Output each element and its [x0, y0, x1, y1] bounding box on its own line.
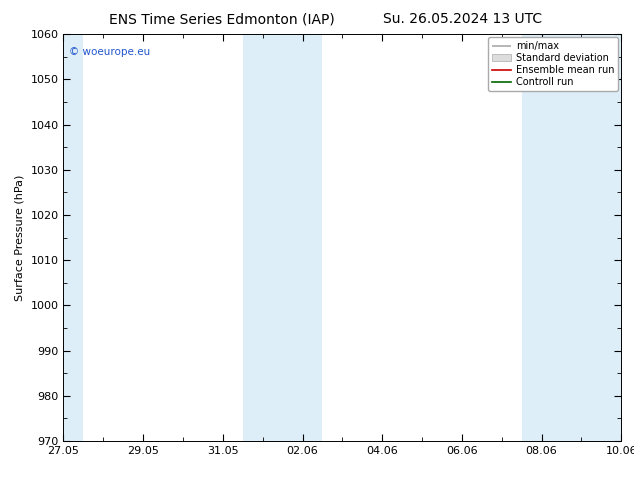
Text: © woeurope.eu: © woeurope.eu — [69, 47, 150, 56]
Bar — [44, 34, 83, 441]
Bar — [243, 34, 323, 441]
Text: ENS Time Series Edmonton (IAP): ENS Time Series Edmonton (IAP) — [109, 12, 335, 26]
Y-axis label: Surface Pressure (hPa): Surface Pressure (hPa) — [15, 174, 25, 301]
Text: Su. 26.05.2024 13 UTC: Su. 26.05.2024 13 UTC — [384, 12, 542, 26]
Legend: min/max, Standard deviation, Ensemble mean run, Controll run: min/max, Standard deviation, Ensemble me… — [488, 37, 618, 91]
Bar — [522, 34, 621, 441]
